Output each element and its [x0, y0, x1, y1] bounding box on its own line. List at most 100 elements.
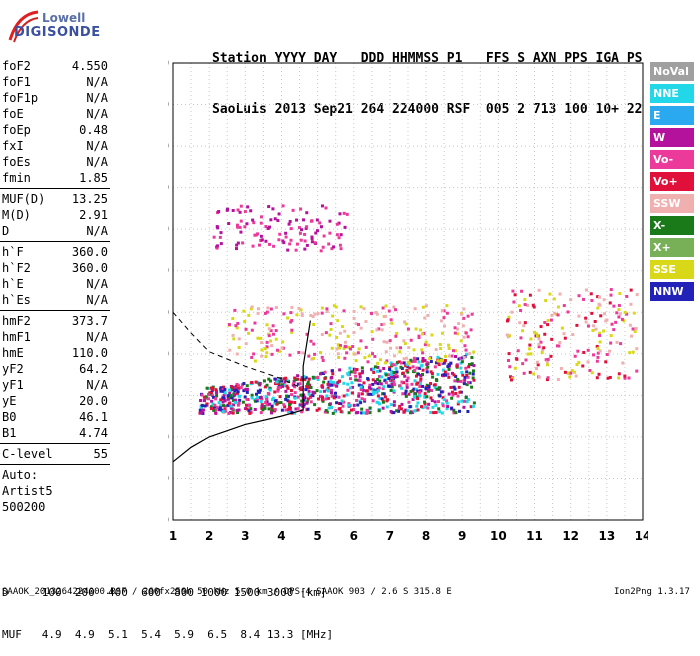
echo-point — [199, 411, 203, 415]
echo-point — [348, 366, 352, 370]
echo-point — [288, 220, 292, 224]
echo-point — [370, 367, 374, 371]
echo-point — [437, 363, 441, 367]
echo-point — [409, 389, 413, 393]
echo-point — [425, 370, 429, 374]
echo-point — [427, 384, 431, 388]
echo-point — [354, 374, 358, 378]
echo-point — [245, 387, 249, 391]
echo-point — [507, 334, 511, 338]
param-row: h`F 360.0 — [0, 244, 168, 260]
echo-point — [264, 395, 268, 399]
echo-point — [385, 405, 389, 409]
echo-point — [200, 404, 204, 408]
echo-point — [264, 239, 268, 243]
echo-point — [236, 225, 240, 229]
echo-point — [408, 405, 412, 409]
echo-point — [416, 381, 420, 385]
echo-point — [214, 397, 218, 401]
echo-point — [402, 361, 406, 365]
echo-point — [563, 370, 567, 374]
param-row: hmF1 N/A — [0, 329, 168, 345]
echo-point — [441, 402, 445, 406]
echo-point — [214, 408, 218, 412]
echo-point — [507, 352, 511, 356]
echo-point — [596, 351, 600, 355]
echo-point — [335, 335, 339, 339]
echo-point — [292, 380, 296, 384]
chart-profile-curves — [172, 311, 311, 463]
echo-point — [546, 323, 550, 327]
y-tick-label: 1100 — [168, 98, 169, 112]
echo-point — [289, 311, 293, 315]
echo-point — [433, 385, 437, 389]
echo-point — [378, 358, 382, 362]
divider — [0, 464, 110, 465]
echo-point — [374, 311, 378, 315]
echo-point — [222, 404, 226, 408]
echo-point — [388, 366, 392, 370]
echo-point — [212, 395, 216, 399]
echo-point — [228, 394, 232, 398]
echo-point — [328, 219, 332, 223]
echo-point — [401, 392, 405, 396]
echo-point — [245, 222, 249, 226]
echo-point — [571, 333, 575, 337]
echo-point — [337, 395, 341, 399]
echo-point — [423, 402, 427, 406]
echo-point — [369, 311, 373, 315]
echo-point — [462, 316, 466, 320]
echo-point — [441, 404, 445, 408]
echo-point — [527, 347, 531, 351]
echo-point — [612, 304, 616, 308]
echo-point — [284, 231, 288, 235]
echo-point — [349, 370, 353, 374]
echo-point — [534, 332, 538, 336]
echo-point — [295, 242, 299, 246]
echo-point — [215, 391, 219, 395]
echo-point — [614, 320, 618, 324]
echo-point — [447, 363, 451, 367]
echo-point — [300, 385, 304, 389]
echo-point — [324, 331, 328, 335]
echo-point — [325, 394, 329, 398]
echo-point — [431, 405, 435, 409]
echo-point — [218, 404, 222, 408]
echo-point — [351, 345, 355, 349]
echo-point — [233, 389, 237, 393]
echo-point — [270, 352, 274, 356]
echo-point — [270, 344, 274, 348]
echo-point — [425, 395, 429, 399]
echo-point — [425, 361, 429, 365]
echo-point — [412, 356, 416, 360]
echo-point — [263, 347, 267, 351]
echo-point — [248, 411, 252, 415]
echo-point — [233, 393, 237, 397]
echo-point — [457, 400, 461, 404]
echo-point — [462, 405, 466, 409]
echo-point — [235, 391, 239, 395]
echo-point — [286, 248, 290, 252]
echo-point — [253, 321, 257, 325]
echo-point — [305, 384, 309, 388]
echo-point — [327, 242, 331, 246]
echo-point — [594, 327, 598, 331]
echo-point — [236, 208, 240, 212]
echo-point — [347, 403, 351, 407]
echo-point — [326, 389, 330, 393]
echo-point — [297, 306, 301, 310]
param-value: 4.550 — [71, 59, 108, 73]
echo-point — [345, 393, 349, 397]
echo-point — [572, 370, 576, 374]
echo-point — [233, 308, 237, 312]
echo-point — [279, 401, 283, 405]
echo-point — [596, 306, 600, 310]
echo-point — [385, 359, 389, 363]
echo-point — [263, 385, 267, 389]
divider — [0, 443, 110, 444]
echo-point — [520, 289, 524, 293]
echo-point — [459, 379, 463, 383]
echo-point — [352, 309, 356, 313]
echo-point — [400, 361, 404, 365]
echo-point — [215, 246, 219, 250]
